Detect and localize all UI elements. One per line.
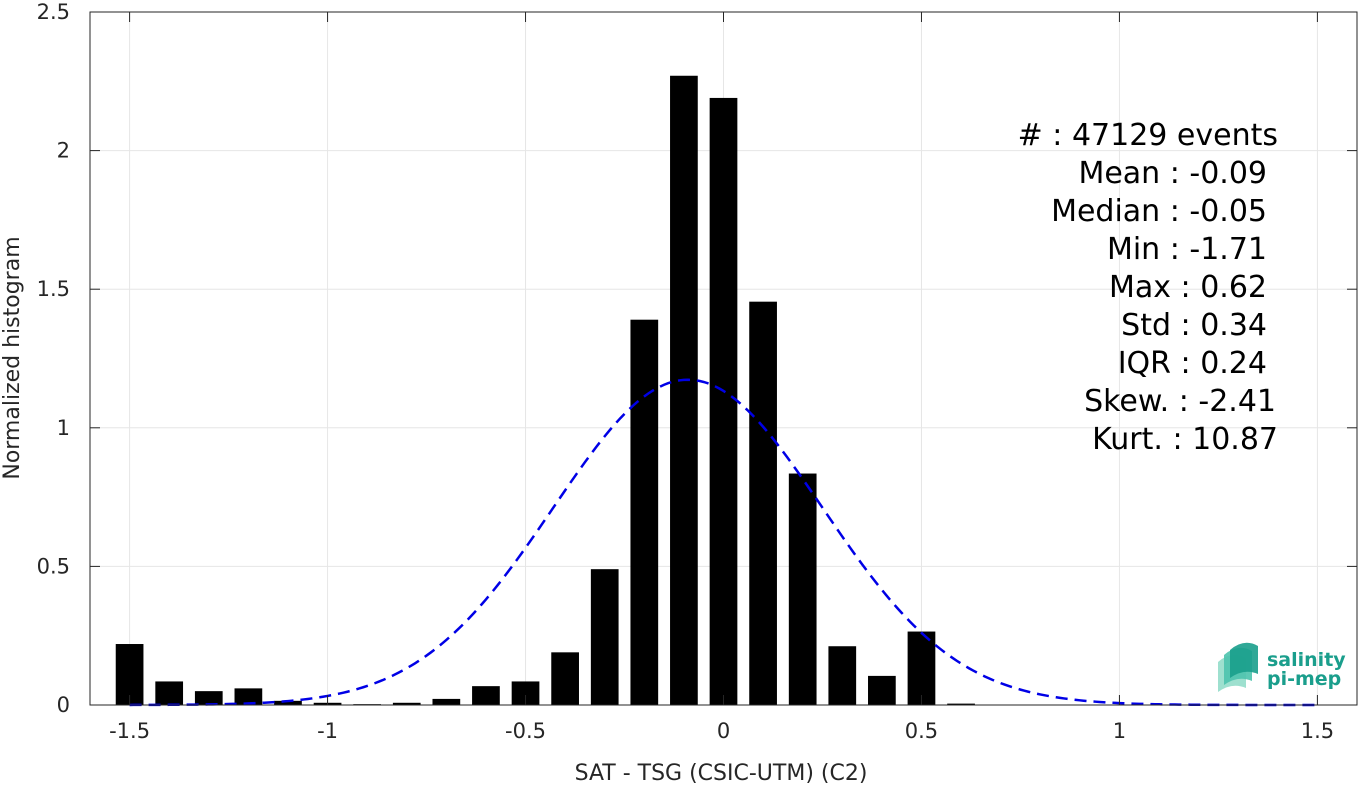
histogram-bar <box>590 569 619 705</box>
y-axis-ticks: 0 0.5 1 1.5 2 2.5 <box>37 0 1357 717</box>
stat-min: Min : -1.71 <box>1107 232 1267 267</box>
x-tick-label: -1.5 <box>109 719 150 743</box>
stat-count: # : 47129 events <box>1018 118 1278 153</box>
y-tick-label: 1.5 <box>37 277 70 301</box>
histogram-bar <box>472 686 500 705</box>
stat-max: Max : 0.62 <box>1109 270 1267 305</box>
x-tick-label: 1.5 <box>1301 719 1334 743</box>
x-tick-label: 1 <box>1113 719 1126 743</box>
stat-skew: Skew. : -2.41 <box>1084 384 1276 419</box>
y-tick-label: 1 <box>57 416 70 440</box>
histogram-bar <box>392 702 421 705</box>
histogram-bar <box>274 700 302 705</box>
histogram-bar <box>907 631 936 705</box>
histogram-bar <box>432 698 461 705</box>
histogram-bar <box>155 681 184 705</box>
histogram-bar <box>630 319 659 705</box>
y-tick-label: 0 <box>57 693 70 717</box>
histogram-bar <box>194 691 223 705</box>
stat-iqr: IQR : 0.24 <box>1118 346 1267 381</box>
logo-line-2: pi-mep <box>1267 668 1341 690</box>
y-tick-label: 0.5 <box>37 554 70 578</box>
x-tick-label: 0 <box>717 719 730 743</box>
histogram-bar <box>749 301 777 705</box>
x-tick-label: -1 <box>317 719 338 743</box>
histogram-bar <box>115 644 144 705</box>
histogram-bar <box>551 652 579 705</box>
stat-median: Median : -0.05 <box>1051 194 1267 229</box>
stat-std: Std : 0.34 <box>1121 308 1267 343</box>
stats-box: # : 47129 events Mean : -0.09 Median : -… <box>1018 118 1278 457</box>
x-axis-label: SAT - TSG (CSIC-UTM) (C2) <box>575 761 868 785</box>
wave-logo-icon <box>1218 642 1258 692</box>
histogram-bar <box>234 688 263 705</box>
logo-line-1: salinity <box>1267 649 1346 671</box>
histogram-bar <box>511 681 540 705</box>
histogram-bar <box>868 675 896 705</box>
stat-mean: Mean : -0.09 <box>1078 156 1267 191</box>
y-axis-label: Normalized histogram <box>0 236 25 479</box>
y-tick-label: 2.5 <box>37 0 70 24</box>
histogram-bar <box>709 97 738 705</box>
y-tick-label: 2 <box>57 139 70 163</box>
x-tick-label: 0.5 <box>905 719 938 743</box>
x-tick-label: -0.5 <box>505 719 546 743</box>
histogram-bar <box>670 75 698 706</box>
histogram-bar <box>828 646 857 705</box>
histogram-bar <box>788 473 817 705</box>
histogram-bars <box>115 75 975 706</box>
x-axis-ticks: -1.5 -1 -0.5 0 0.5 1 1.5 <box>109 12 1334 743</box>
salinity-pi-mep-logo: salinity pi-mep <box>1218 642 1346 692</box>
stat-kurt: Kurt. : 10.87 <box>1092 422 1278 457</box>
histogram-bar <box>947 703 975 705</box>
